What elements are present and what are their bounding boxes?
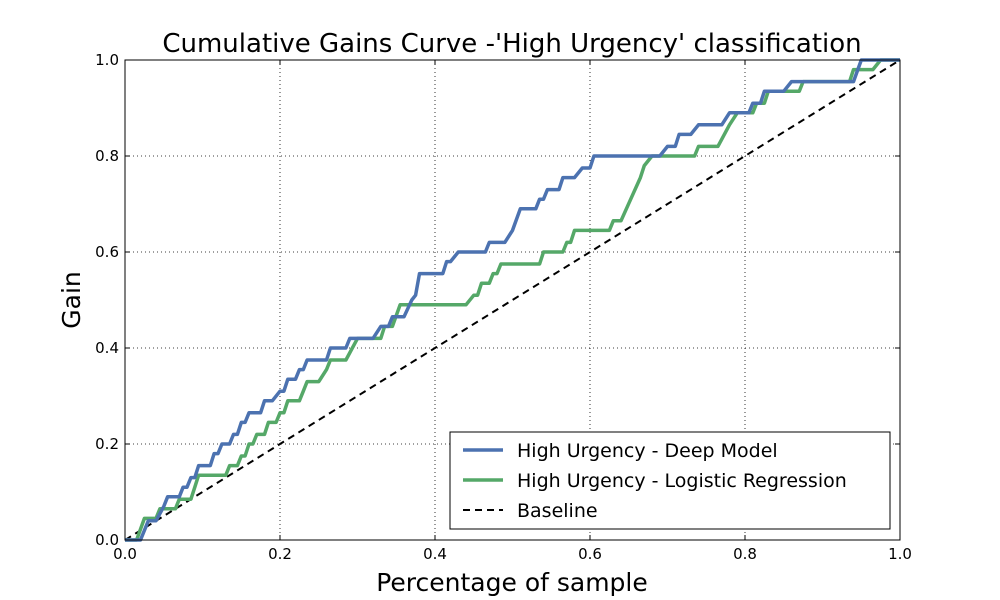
legend: High Urgency - Deep Model High Urgency - …	[449, 431, 891, 530]
x-tick-label: 1.0	[888, 545, 912, 563]
x-tick-label: 0.0	[113, 545, 137, 563]
x-axis-label: Percentage of sample	[376, 568, 648, 597]
x-tick-label: 0.8	[733, 545, 757, 563]
series-line-1	[125, 58, 900, 542]
y-axis-ticks: 0.0 0.2 0.4 0.6 0.8 1.0	[95, 51, 900, 549]
x-tick-label: 0.6	[578, 545, 602, 563]
y-tick-label: 1.0	[95, 51, 119, 69]
legend-label-2: Baseline	[517, 500, 598, 522]
y-axis-label: Gain	[57, 271, 86, 328]
legend-label-1: High Urgency - Logistic Regression	[517, 470, 847, 492]
legend-box	[449, 431, 891, 530]
x-tick-label: 0.4	[423, 545, 447, 563]
chart-title: Cumulative Gains Curve -'High Urgency' c…	[162, 29, 861, 59]
series-line-0	[125, 58, 900, 542]
y-tick-label: 0.6	[95, 243, 119, 261]
legend-label-0: High Urgency - Deep Model	[517, 440, 778, 462]
plot-frame	[124, 59, 901, 541]
y-tick-label: 0.2	[95, 435, 119, 453]
y-tick-label: 0.0	[95, 531, 119, 549]
x-tick-label: 0.2	[268, 545, 292, 563]
series-lines	[124, 58, 901, 542]
series-line-2	[124, 59, 901, 541]
y-tick-label: 0.4	[95, 339, 119, 357]
y-tick-label: 0.8	[95, 147, 119, 165]
